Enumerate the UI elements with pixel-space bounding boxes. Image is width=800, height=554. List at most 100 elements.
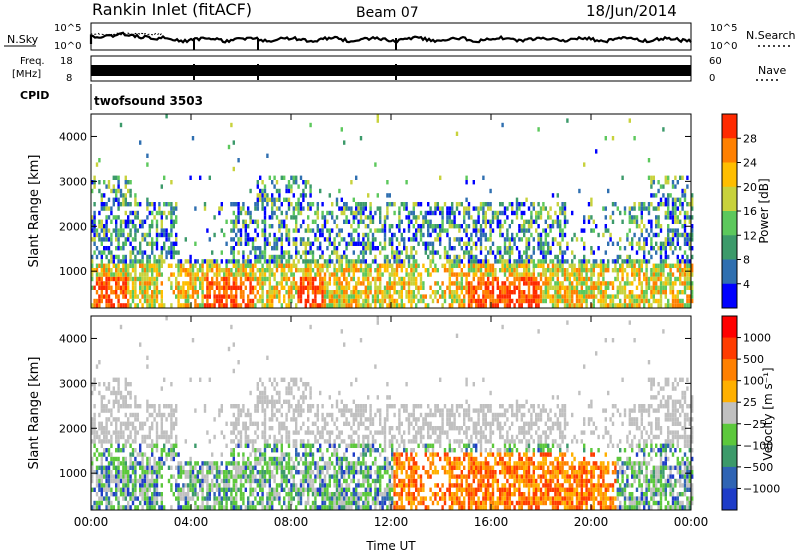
power-cell — [237, 250, 240, 255]
velocity-cell — [280, 426, 283, 431]
velocity-cell — [283, 487, 286, 492]
velocity-cell — [266, 505, 269, 510]
power-cell — [679, 290, 682, 295]
power-cell — [647, 250, 651, 255]
power-cell — [347, 298, 351, 304]
power-cell — [151, 241, 154, 246]
power-cell — [549, 224, 552, 229]
power-cell — [208, 263, 211, 268]
power-cell — [93, 237, 96, 242]
power-cell — [393, 303, 396, 308]
velocity-cell — [292, 461, 295, 466]
power-cell — [357, 219, 360, 224]
power-cell — [669, 246, 672, 251]
power-cell — [628, 118, 631, 123]
power-cell — [412, 268, 415, 273]
power-cell — [688, 294, 691, 299]
power-cell — [304, 228, 307, 233]
power-cell — [259, 175, 262, 180]
velocity-cell — [122, 496, 125, 501]
power-cell — [158, 259, 161, 264]
power-cell — [508, 298, 511, 304]
velocity-cell — [91, 439, 94, 444]
power-cell — [643, 237, 646, 242]
velocity-cell — [146, 492, 149, 497]
power-cell — [441, 215, 444, 220]
velocity-cell — [225, 492, 228, 497]
velocity-cell — [244, 487, 247, 492]
power-cell — [602, 259, 605, 264]
velocity-cell — [165, 456, 168, 462]
power-cell — [172, 224, 175, 229]
velocity-cell — [297, 487, 300, 492]
power-cell — [626, 281, 629, 286]
power-cell — [388, 285, 391, 290]
power-cell — [321, 290, 324, 295]
velocity-cell — [95, 434, 99, 440]
power-cell — [319, 232, 322, 238]
power-cell — [405, 254, 408, 260]
velocity-cell — [280, 483, 283, 488]
power-cell — [340, 259, 343, 264]
power-cell — [544, 290, 547, 295]
velocity-cell — [251, 474, 255, 479]
power-cell — [381, 272, 384, 277]
power-cell — [369, 246, 372, 251]
velocity-cell — [247, 474, 250, 479]
power-cell — [628, 259, 631, 264]
power-cell — [105, 228, 108, 233]
velocity-cell — [273, 399, 276, 404]
velocity-cell — [297, 492, 300, 497]
power-cell — [386, 180, 389, 185]
velocity-cell — [117, 443, 120, 448]
power-cell — [167, 210, 171, 216]
power-cell — [539, 285, 543, 290]
power-cell — [451, 202, 454, 207]
power-cell — [110, 268, 113, 273]
power-cell — [302, 219, 305, 224]
power-cell — [659, 294, 663, 299]
power-cell — [688, 303, 691, 308]
power-cell — [691, 237, 694, 242]
power-cell — [393, 281, 396, 286]
power-cell — [117, 246, 120, 251]
power-cell — [131, 224, 135, 229]
velocity-cell — [220, 430, 223, 435]
power-cell — [436, 281, 439, 286]
power-cell — [419, 210, 423, 216]
velocity-cell — [172, 474, 175, 479]
power-cell — [669, 281, 672, 286]
power-cell — [619, 263, 622, 268]
power-cell — [266, 259, 269, 264]
velocity-cell — [275, 470, 279, 475]
power-cell — [355, 268, 358, 273]
power-cell — [441, 290, 444, 295]
power-cell — [681, 206, 684, 211]
velocity-cell — [292, 408, 295, 413]
power-cell — [556, 219, 559, 224]
power-cell — [619, 303, 622, 308]
power-cell — [364, 246, 367, 251]
power-cell — [607, 241, 610, 246]
velocity-cell — [237, 474, 240, 479]
power-cell — [659, 259, 663, 264]
power-cell — [119, 276, 123, 282]
power-cell — [110, 250, 113, 255]
power-cell — [124, 175, 127, 180]
power-cell — [611, 241, 615, 246]
power-cell — [539, 290, 543, 295]
velocity-cell — [220, 404, 223, 409]
power-cell — [182, 285, 185, 290]
power-cell — [664, 281, 667, 286]
power-cell — [669, 276, 672, 282]
velocity-cell — [244, 421, 247, 426]
velocity-cell — [295, 382, 298, 387]
velocity-cell — [93, 443, 96, 448]
velocity-cell — [165, 316, 168, 321]
power-cell — [501, 285, 504, 290]
velocity-cell — [98, 390, 101, 396]
power-cell — [523, 232, 526, 238]
velocity-cell — [295, 492, 298, 497]
power-cell — [297, 206, 300, 211]
power-cell — [122, 268, 125, 273]
